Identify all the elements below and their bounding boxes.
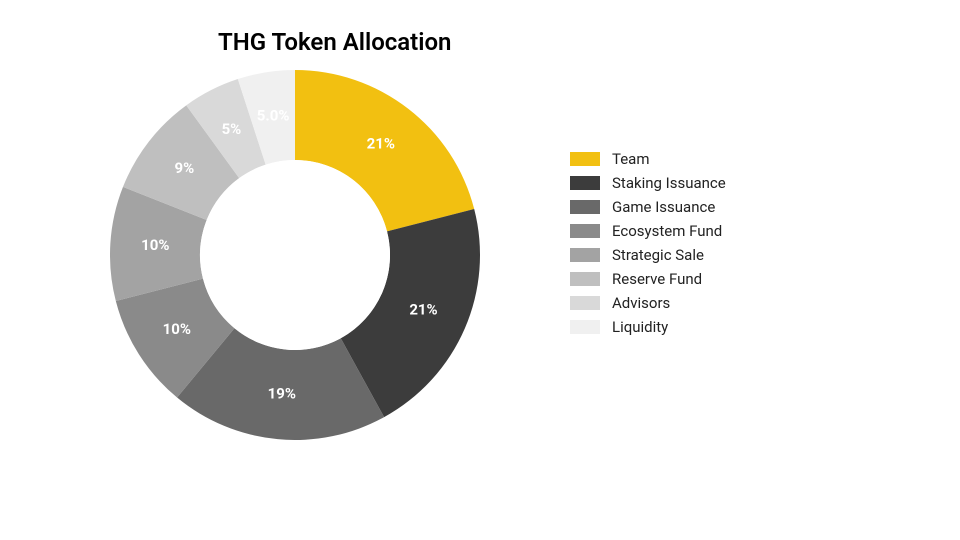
slice-label: 21%	[409, 301, 437, 319]
slice-label: 10%	[163, 320, 191, 338]
legend-swatch	[570, 320, 600, 334]
legend-label: Game Issuance	[612, 198, 715, 216]
legend-item: Strategic Sale	[570, 246, 726, 264]
legend-label: Strategic Sale	[612, 246, 704, 264]
slice-label: 5%	[222, 120, 242, 138]
slice-label: 10%	[141, 236, 169, 254]
legend-swatch	[570, 272, 600, 286]
slice-label: 5.0%	[257, 107, 290, 125]
legend-item: Team	[570, 150, 726, 168]
slice-label: 9%	[175, 159, 195, 177]
slice-label: 19%	[268, 384, 296, 402]
chart-title: THG Token Allocation	[218, 28, 451, 56]
slice-label: 21%	[367, 134, 395, 152]
donut-chart: 21% 21% 19% 10% 10% 9% 5% 5.0%	[110, 70, 480, 440]
legend-item: Staking Issuance	[570, 174, 726, 192]
legend-swatch	[570, 152, 600, 166]
legend-label: Ecosystem Fund	[612, 222, 722, 240]
legend-swatch	[570, 296, 600, 310]
legend-swatch	[570, 224, 600, 238]
legend-item: Ecosystem Fund	[570, 222, 726, 240]
legend-swatch	[570, 248, 600, 262]
donut-hole	[200, 160, 390, 350]
legend-swatch	[570, 176, 600, 190]
legend-label: Reserve Fund	[612, 270, 702, 288]
legend-item: Reserve Fund	[570, 270, 726, 288]
legend-label: Advisors	[612, 294, 670, 312]
legend-item: Liquidity	[570, 318, 726, 336]
legend-label: Team	[612, 150, 650, 168]
legend-item: Game Issuance	[570, 198, 726, 216]
legend: Team Staking Issuance Game Issuance Ecosyst…	[570, 150, 726, 336]
legend-item: Advisors	[570, 294, 726, 312]
legend-label: Liquidity	[612, 318, 668, 336]
legend-swatch	[570, 200, 600, 214]
legend-label: Staking Issuance	[612, 174, 726, 192]
